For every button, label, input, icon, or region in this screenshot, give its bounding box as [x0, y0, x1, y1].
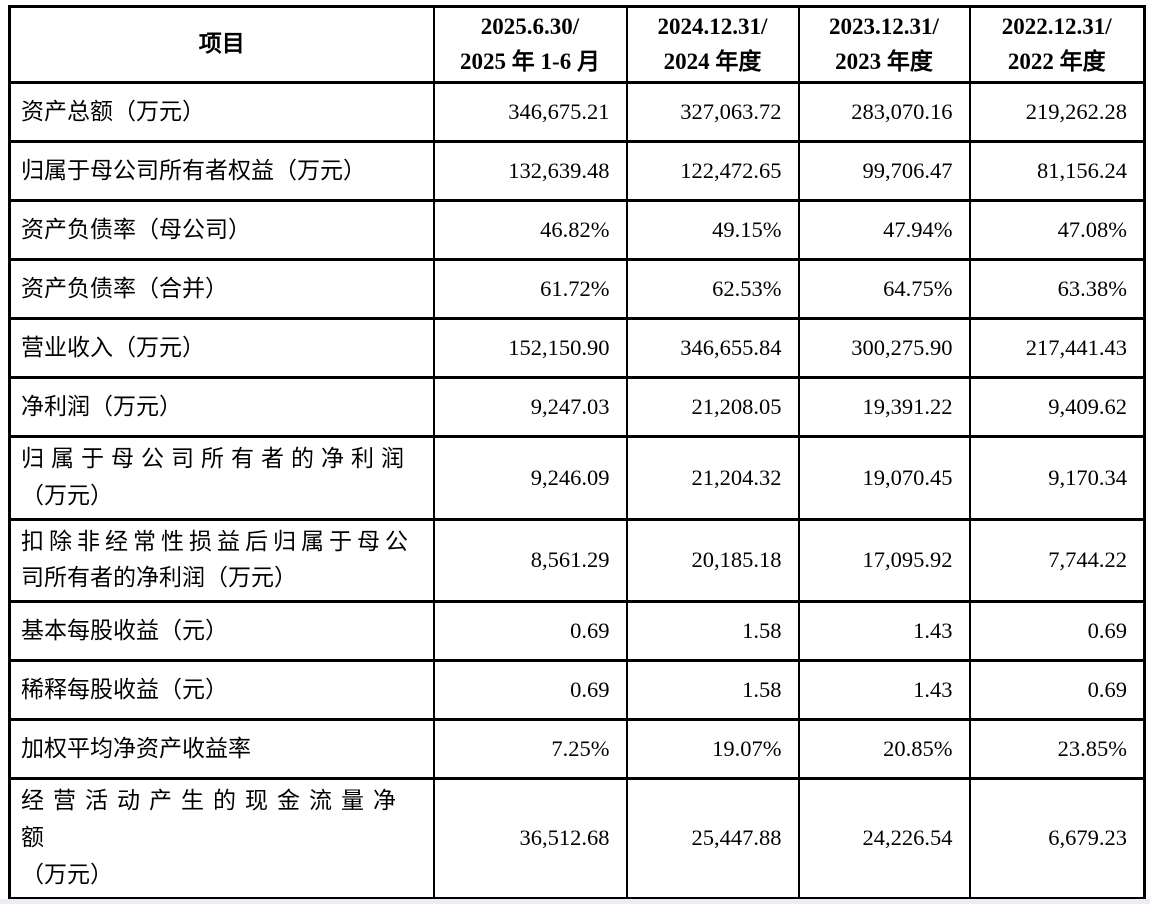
row-label: 资产负债率（母公司）: [8, 199, 435, 261]
row-debt-ratio-parent: 资产负债率（母公司） 46.82% 49.15% 47.94% 47.08%: [8, 199, 1146, 261]
row-label: 经营活动产生的现金流量净额 （万元）: [8, 777, 435, 900]
row-weighted-avg-roe: 加权平均净资产收益率 7.25% 19.07% 20.85% 23.85%: [8, 718, 1146, 781]
row-basic-eps: 基本每股收益（元） 0.69 1.58 1.43 0.69: [8, 600, 1146, 663]
row-total-assets: 资产总额（万元） 346,675.21 327,063.72 283,070.1…: [8, 81, 1146, 143]
value-cell: 21,204.32: [625, 435, 800, 521]
value-cell: 300,275.90: [797, 317, 971, 379]
row-debt-ratio-consolidated: 资产负债率（合并） 61.72% 62.53% 64.75% 63.38%: [8, 258, 1146, 320]
value-cell: 327,063.72: [625, 81, 800, 143]
value-cell: 25,447.88: [625, 777, 800, 900]
bottom-edge-strip: [0, 899, 1150, 904]
value-cell: 62.53%: [625, 258, 800, 320]
value-cell: 64.75%: [797, 258, 971, 320]
row-label: 基本每股收益（元）: [8, 600, 435, 663]
row-net-profit-parent-deducted: 扣除非经常性损益后归属于母公 司所有者的净利润（万元） 8,561.29 20,…: [8, 517, 1146, 604]
value-cell: 49.15%: [625, 199, 800, 261]
value-cell: 19.07%: [625, 718, 800, 781]
value-cell: 20,185.18: [625, 517, 800, 604]
row-operating-cash-flow: 经营活动产生的现金流量净额 （万元） 36,512.68 25,447.88 2…: [8, 777, 1146, 900]
header-period-2025h1: 2025.6.30/ 2025 年 1-6 月: [432, 5, 628, 84]
value-cell: 1.58: [625, 600, 800, 663]
value-cell: 63.38%: [968, 258, 1146, 320]
value-cell: 152,150.90: [432, 317, 628, 379]
table-header-row: 项目 2025.6.30/ 2025 年 1-6 月 2024.12.31/ 2…: [8, 5, 1146, 84]
value-cell: 1.58: [625, 659, 800, 722]
row-label: 加权平均净资产收益率: [8, 718, 435, 781]
value-cell: 0.69: [968, 659, 1146, 722]
value-cell: 217,441.43: [968, 317, 1146, 379]
value-cell: 7,744.22: [968, 517, 1146, 604]
value-cell: 346,655.84: [625, 317, 800, 379]
row-label: 净利润（万元）: [8, 376, 435, 438]
value-cell: 0.69: [432, 600, 628, 663]
row-label: 资产总额（万元）: [8, 81, 435, 143]
value-cell: 1.43: [797, 659, 971, 722]
value-cell: 81,156.24: [968, 140, 1146, 202]
value-cell: 283,070.16: [797, 81, 971, 143]
value-cell: 17,095.92: [797, 517, 971, 604]
row-net-profit: 净利润（万元） 9,247.03 21,208.05 19,391.22 9,4…: [8, 376, 1146, 438]
value-cell: 19,070.45: [797, 435, 971, 521]
value-cell: 0.69: [968, 600, 1146, 663]
value-cell: 20.85%: [797, 718, 971, 781]
row-parent-equity: 归属于母公司所有者权益（万元） 132,639.48 122,472.65 99…: [8, 140, 1146, 202]
row-label: 稀释每股收益（元）: [8, 659, 435, 722]
financial-summary-table: 项目 2025.6.30/ 2025 年 1-6 月 2024.12.31/ 2…: [8, 5, 1146, 904]
value-cell: 24,226.54: [797, 777, 971, 900]
value-cell: 132,639.48: [432, 140, 628, 202]
row-label: 归属于母公司所有者的净利润 （万元）: [8, 435, 435, 521]
value-cell: 36,512.68: [432, 777, 628, 900]
value-cell: 346,675.21: [432, 81, 628, 143]
value-cell: 47.94%: [797, 199, 971, 261]
value-cell: 99,706.47: [797, 140, 971, 202]
header-period-2022: 2022.12.31/ 2022 年度: [968, 5, 1146, 84]
value-cell: 47.08%: [968, 199, 1146, 261]
value-cell: 9,170.34: [968, 435, 1146, 521]
value-cell: 6,679.23: [968, 777, 1146, 900]
value-cell: 122,472.65: [625, 140, 800, 202]
value-cell: 23.85%: [968, 718, 1146, 781]
row-label: 资产负债率（合并）: [8, 258, 435, 320]
value-cell: 46.82%: [432, 199, 628, 261]
row-operating-revenue: 营业收入（万元） 152,150.90 346,655.84 300,275.9…: [8, 317, 1146, 379]
header-period-2024: 2024.12.31/ 2024 年度: [625, 5, 800, 84]
row-diluted-eps: 稀释每股收益（元） 0.69 1.58 1.43 0.69: [8, 659, 1146, 722]
row-label: 扣除非经常性损益后归属于母公 司所有者的净利润（万元）: [8, 517, 435, 604]
value-cell: 1.43: [797, 600, 971, 663]
value-cell: 9,247.03: [432, 376, 628, 438]
value-cell: 61.72%: [432, 258, 628, 320]
value-cell: 9,409.62: [968, 376, 1146, 438]
value-cell: 8,561.29: [432, 517, 628, 604]
value-cell: 9,246.09: [432, 435, 628, 521]
row-net-profit-parent: 归属于母公司所有者的净利润 （万元） 9,246.09 21,204.32 19…: [8, 435, 1146, 521]
header-period-2023: 2023.12.31/ 2023 年度: [797, 5, 971, 84]
row-label: 营业收入（万元）: [8, 317, 435, 379]
value-cell: 219,262.28: [968, 81, 1146, 143]
value-cell: 19,391.22: [797, 376, 971, 438]
header-item-column: 项目: [8, 5, 435, 84]
value-cell: 7.25%: [432, 718, 628, 781]
value-cell: 21,208.05: [625, 376, 800, 438]
value-cell: 0.69: [432, 659, 628, 722]
row-label: 归属于母公司所有者权益（万元）: [8, 140, 435, 202]
